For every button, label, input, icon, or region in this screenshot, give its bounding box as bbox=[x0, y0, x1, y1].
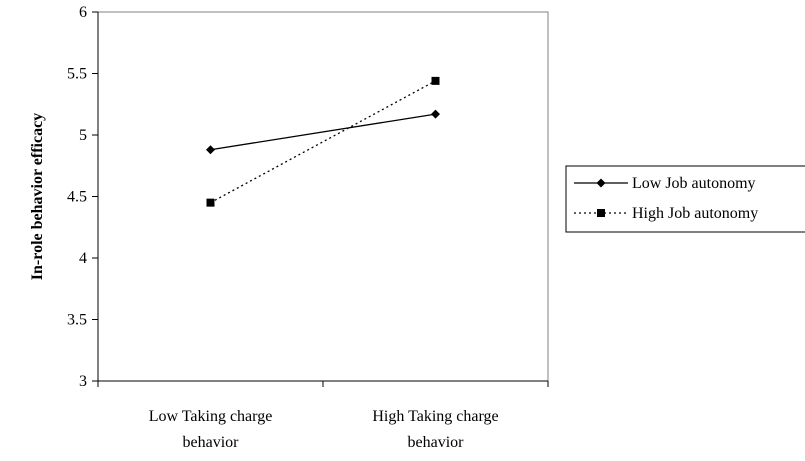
series-line bbox=[210, 80, 436, 204]
legend-label: High Job autonomy bbox=[632, 205, 758, 222]
marker-diamond bbox=[206, 145, 215, 155]
y-tick-label: 5.5 bbox=[67, 66, 87, 83]
y-tick-label: 3.5 bbox=[67, 312, 87, 329]
y-tick-label: 6 bbox=[79, 4, 87, 21]
y-tick-label: 4.5 bbox=[67, 189, 87, 206]
marker-square bbox=[206, 198, 215, 207]
x-tick-label: Low Taking charge behavior bbox=[149, 408, 273, 451]
marker-diamond bbox=[596, 178, 606, 188]
x-tick-label: High Taking charge behavior bbox=[372, 408, 498, 451]
marker-square bbox=[597, 209, 605, 217]
x-tick-label-line: Low Taking charge bbox=[149, 408, 273, 425]
legend-item: High Job autonomy bbox=[574, 205, 758, 222]
y-tick-label: 4 bbox=[79, 250, 87, 267]
series-line bbox=[210, 113, 436, 151]
marker-square bbox=[431, 76, 440, 85]
series-layer bbox=[206, 76, 440, 207]
x-tick-label-line: behavior bbox=[408, 434, 465, 451]
legend-item: Low Job autonomy bbox=[574, 175, 756, 192]
marker-diamond bbox=[431, 109, 440, 119]
plot-area bbox=[97, 11, 549, 382]
legend-label: Low Job autonomy bbox=[632, 175, 756, 192]
x-tick-label-line: behavior bbox=[183, 434, 240, 451]
legend-box bbox=[565, 165, 805, 233]
x-tick-label-line: High Taking charge bbox=[372, 408, 498, 425]
series-1 bbox=[206, 109, 440, 155]
y-axis: 3 3.5 4 4.5 5 5.5 6 bbox=[67, 4, 99, 390]
y-tick-label: 5 bbox=[79, 127, 87, 144]
legend: Low Job autonomy High Job autonomy bbox=[565, 165, 805, 233]
plot-frame bbox=[97, 11, 549, 382]
y-axis-title: In-role behavior efficacy bbox=[29, 113, 46, 280]
series-2 bbox=[206, 76, 440, 207]
y-tick-label: 3 bbox=[79, 373, 87, 390]
